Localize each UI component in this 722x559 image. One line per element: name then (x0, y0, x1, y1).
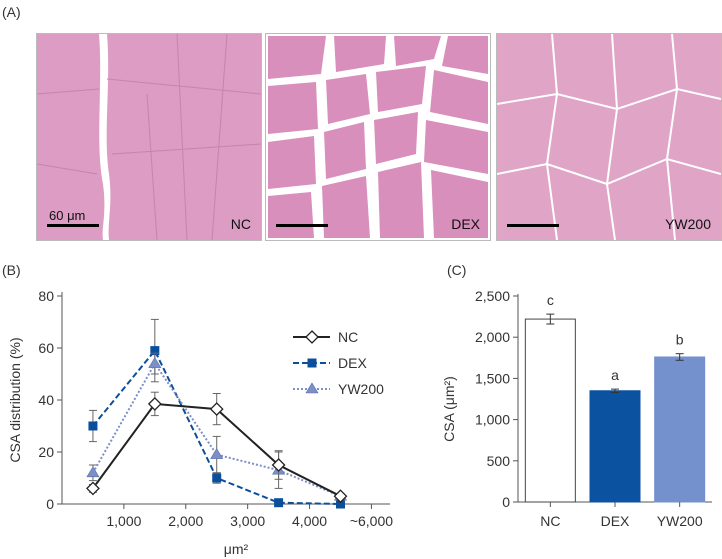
x-tick-label: DEX (601, 513, 630, 529)
significance-label: a (611, 367, 619, 383)
y-axis-label: CSA (μm²) (441, 376, 457, 442)
scale-bar (276, 224, 328, 227)
tissue-background (37, 34, 261, 240)
bar (524, 318, 576, 503)
data-point (271, 458, 286, 472)
bar (654, 356, 706, 503)
y-tick-label: 1,500 (475, 370, 510, 386)
y-tick-label: 500 (487, 453, 511, 469)
data-point (86, 466, 100, 478)
x-tick-label: 4,000 (292, 513, 327, 529)
data-point (88, 421, 98, 431)
panel-label-a: (A) (2, 4, 21, 20)
y-tick-label: 0 (46, 496, 54, 512)
data-point (148, 357, 162, 368)
legend: NC DEX YW200 (293, 329, 384, 397)
significance-label: c (547, 292, 554, 308)
significance-label: b (676, 332, 684, 348)
x-axis-label: μm² (224, 541, 249, 557)
bar (589, 390, 641, 503)
fiber-border (37, 34, 261, 240)
micrograph-yw200: YW200 (496, 33, 722, 241)
micrograph-dex: DEX (265, 33, 491, 241)
data-point (274, 498, 284, 508)
scale-bar (47, 224, 99, 227)
data-point (86, 481, 100, 496)
panel-label-c: (C) (447, 262, 467, 278)
panel-label-b: (B) (2, 262, 21, 278)
data-point (333, 489, 348, 504)
data-point (210, 448, 224, 459)
fiber-borders (497, 34, 721, 240)
micrograph-label-dex: DEX (451, 216, 480, 232)
legend-marker (305, 382, 319, 394)
tissue-image-yw200 (497, 34, 721, 240)
csa-distribution-chart: 0 20 40 60 80 1,000 2,000 3,000 4,000 ~6,000 μm² CS… (7, 288, 393, 557)
csa-bar-chart: 0 500 1,000 1,500 2,000 2,500 CSA (μm²) c NC a DEX… (441, 288, 712, 529)
y-tick-label: 2,500 (475, 288, 510, 304)
y-tick-label: 80 (38, 288, 54, 304)
y-axis-label: CSA distribution (%) (7, 337, 23, 462)
y-tick-label: 20 (38, 444, 54, 460)
x-tick-label: 2,000 (168, 513, 203, 529)
series-dex (88, 318, 345, 509)
y-tick-label: 1,000 (475, 412, 510, 428)
x-tick-label: YW200 (657, 513, 703, 529)
tissue-gap (99, 34, 111, 240)
y-tick-label: 0 (502, 494, 510, 510)
legend-label: YW200 (338, 381, 384, 397)
data-point (212, 473, 222, 483)
scale-label: 60 μm (49, 208, 86, 223)
micrograph-nc: 60 μm NC (36, 33, 262, 241)
x-tick-label: 1,000 (106, 513, 141, 529)
micrograph-label-nc: NC (230, 216, 251, 232)
legend-label: NC (338, 329, 358, 345)
y-tick-label: 2,000 (475, 329, 510, 345)
x-tick-label: 3,000 (230, 513, 265, 529)
data-point (147, 396, 162, 411)
series-line (92, 361, 341, 498)
data-point (209, 402, 224, 417)
legend-label: DEX (338, 355, 367, 371)
scale-bar (507, 224, 559, 227)
data-point (335, 499, 345, 509)
fiber-cells (268, 36, 488, 238)
micrograph-label-yw200: YW200 (665, 216, 711, 232)
tissue-background (497, 34, 721, 240)
tissue-image-nc (37, 34, 261, 240)
data-point (150, 346, 160, 356)
tissue-image-dex (266, 34, 490, 240)
legend-marker (305, 330, 319, 344)
series-nc (86, 391, 348, 504)
y-tick-label: 60 (38, 340, 54, 356)
legend-marker (307, 358, 317, 368)
x-tick-label: ~6,000 (350, 513, 393, 529)
x-tick-label: NC (540, 513, 560, 529)
y-tick-label: 40 (38, 392, 54, 408)
